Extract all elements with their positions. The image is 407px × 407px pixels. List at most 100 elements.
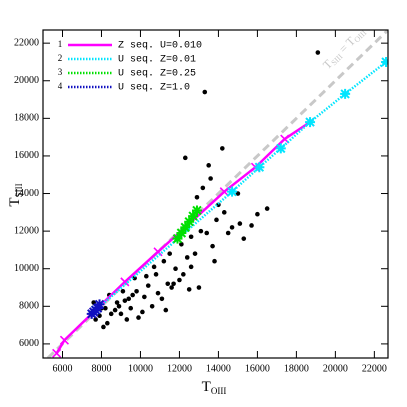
data-point <box>112 307 118 313</box>
data-point <box>204 230 210 236</box>
identity-label: TSIII = TOIII <box>320 24 369 73</box>
data-point <box>93 317 98 322</box>
legend-label: U seq. Z=0.01 <box>118 55 196 66</box>
series-marker <box>180 222 191 233</box>
data-point <box>181 272 186 277</box>
series-marker <box>219 187 229 197</box>
data-point <box>169 285 174 290</box>
x-tick-label: 18000 <box>284 363 309 374</box>
x-tick-label: 14000 <box>206 363 231 374</box>
data-point <box>116 304 122 309</box>
x-tick-label: 6000 <box>52 363 72 374</box>
series-marker <box>120 277 130 287</box>
data-point <box>237 221 243 226</box>
series-marker <box>176 228 187 239</box>
data-point <box>186 287 192 292</box>
series-marker <box>59 335 70 345</box>
legend-label: U seq. Z=0.25 <box>118 69 196 80</box>
data-point <box>202 89 208 95</box>
data-point <box>144 273 149 279</box>
data-point <box>122 298 128 303</box>
data-point <box>192 251 198 256</box>
data-point <box>177 277 182 283</box>
data-point <box>184 255 190 260</box>
y-label-main: T <box>7 197 23 206</box>
y-tick-label: 20000 <box>14 75 39 86</box>
x-tick-label: 16000 <box>245 363 270 374</box>
x-axis-label: TOIII <box>202 379 227 396</box>
x-tick-label: 22000 <box>362 363 387 374</box>
data-point <box>155 290 161 296</box>
y-tick-label: 14000 <box>14 188 39 199</box>
data-point <box>221 210 227 215</box>
series-marker <box>381 56 388 67</box>
data-point <box>255 211 260 217</box>
series-marker <box>188 211 199 222</box>
identity-line <box>46 30 388 358</box>
data-point <box>161 258 167 264</box>
legend-number: 2 <box>58 53 63 63</box>
series-marker <box>153 247 163 257</box>
series-marker <box>94 299 105 310</box>
y-tick-label: 22000 <box>14 37 39 48</box>
data-point <box>165 281 171 287</box>
data-point <box>153 272 159 277</box>
data-point <box>140 309 145 315</box>
legend-number: 3 <box>58 67 63 77</box>
y-tick-label: 6000 <box>19 338 39 349</box>
data-point <box>214 217 219 223</box>
x-label-sub: OIII <box>211 386 227 396</box>
data-point <box>241 236 247 241</box>
data-point <box>130 292 135 298</box>
x-tick-label: 10000 <box>128 363 153 374</box>
x-label-main: T <box>202 379 211 395</box>
series-marker <box>191 205 202 216</box>
data-point <box>179 241 184 247</box>
data-point <box>97 313 102 319</box>
series-line <box>94 60 387 312</box>
data-point <box>118 311 124 317</box>
data-point <box>103 305 108 311</box>
data-point <box>194 194 200 200</box>
data-point <box>159 296 165 302</box>
data-point <box>229 225 235 230</box>
data-point <box>206 163 211 168</box>
series-marker <box>340 88 351 99</box>
y-axis-label: TSIII <box>7 183 24 206</box>
data-point <box>101 324 106 330</box>
data-point <box>132 275 137 281</box>
data-point <box>208 176 213 181</box>
legend-label: U seq. Z=1.0 <box>118 83 190 94</box>
data-point <box>188 264 194 270</box>
y-label-sub: SIII <box>14 183 24 197</box>
y-tick-label: 12000 <box>14 225 39 236</box>
series-line <box>55 121 311 354</box>
data-point <box>149 304 155 309</box>
data-point <box>120 288 126 294</box>
data-point <box>220 146 225 151</box>
data-point <box>151 264 157 270</box>
series-marker <box>92 303 103 314</box>
series-marker <box>227 186 238 197</box>
series-marker <box>254 162 265 173</box>
legend-number: 4 <box>58 81 63 91</box>
data-point <box>163 307 169 313</box>
data-point <box>188 234 194 240</box>
data-point <box>136 315 141 320</box>
y-tick-label: 16000 <box>14 150 39 161</box>
data-point <box>196 285 202 290</box>
data-point <box>105 320 110 326</box>
series-marker <box>184 216 195 227</box>
legend-label: Z seq. U=0.010 <box>118 41 202 52</box>
data-point <box>182 155 188 161</box>
data-point <box>134 288 139 294</box>
data-point <box>212 258 217 264</box>
y-tick-label: 8000 <box>19 301 39 312</box>
data-point <box>200 185 206 191</box>
series-marker <box>52 348 62 358</box>
data-point <box>315 50 321 55</box>
series-marker <box>275 143 286 154</box>
data-point <box>264 206 270 211</box>
series-marker <box>172 233 183 244</box>
